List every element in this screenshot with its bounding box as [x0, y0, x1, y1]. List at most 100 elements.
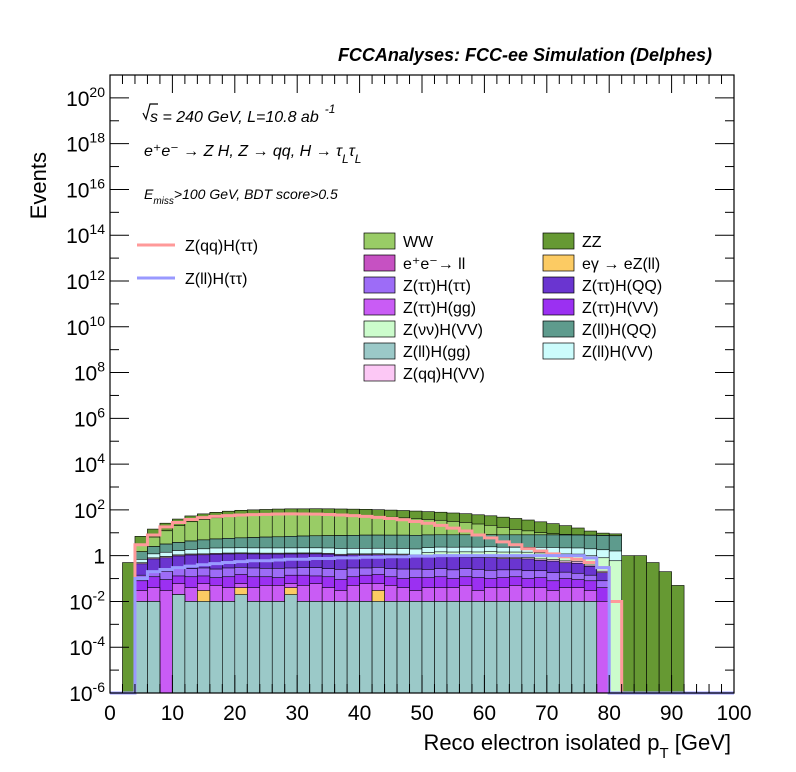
y-tick-label: 102	[74, 496, 105, 523]
legend-label: Z(qq)H(ττ)	[185, 238, 258, 255]
signal-lines	[110, 512, 734, 695]
x-tick-label: 10	[161, 702, 184, 725]
histogram-bar	[371, 601, 385, 694]
histogram-bar	[234, 594, 248, 694]
legend-label: Z(ll)H(gg)	[403, 344, 471, 361]
histogram-bar	[471, 601, 485, 694]
histogram-bar	[484, 601, 498, 694]
x-tick-label: 90	[660, 702, 683, 725]
histogram-bar	[658, 571, 672, 694]
histogram-bar	[509, 601, 523, 694]
histogram-bar	[583, 601, 598, 694]
x-tick-label: 20	[223, 702, 246, 725]
histogram-bar	[147, 601, 161, 694]
legend-swatch	[363, 320, 396, 338]
legend-label: Z(ττ)H(QQ)	[582, 278, 662, 295]
x-tick-label: 40	[348, 702, 371, 725]
legend-swatch	[542, 254, 575, 272]
legend-label: WW	[403, 234, 434, 251]
signal-line	[110, 512, 734, 695]
histogram-bar	[122, 562, 136, 694]
legend-label: Z(ττ)H(ττ)	[403, 278, 471, 295]
y-tick-label: 1010	[66, 313, 105, 340]
y-tick-label: 104	[74, 450, 105, 477]
y-tick-label: 1	[93, 546, 105, 569]
legend-label: Z(ττ)H(VV)	[582, 300, 659, 317]
y-tick-label: 10-2	[69, 587, 105, 614]
signal-line	[110, 554, 734, 695]
x-tick-label: 60	[473, 702, 496, 725]
histogram-bar	[646, 562, 660, 694]
histogram-bar	[608, 560, 622, 694]
histogram-bar	[184, 601, 198, 694]
y-tick-label: 108	[74, 359, 105, 386]
x-tick-label: 80	[598, 702, 621, 725]
histogram-bar	[671, 585, 685, 694]
x-axis-title: Reco electron isolated pT [GeV]	[423, 730, 731, 762]
histogram-bar	[172, 594, 186, 694]
y-tick-label: 1020	[66, 84, 105, 111]
y-tick-label: 1018	[66, 130, 105, 157]
annotation-selection: Emiss>100 GeV, BDT score>0.5	[144, 186, 338, 207]
histogram-bar	[359, 601, 373, 694]
histogram-bar	[521, 601, 535, 694]
legend-label: Z(qq)H(VV)	[403, 366, 485, 383]
histogram-bar	[446, 601, 460, 694]
histogram-bar	[421, 601, 435, 694]
x-axis: 0 10 20 30 40 50 60 70 80 90 100	[104, 75, 752, 725]
histogram-bar	[284, 594, 298, 694]
legend-swatch	[363, 298, 396, 316]
histogram-bar	[534, 601, 548, 694]
x-tick-label: 0	[104, 702, 116, 725]
y-axis: 10-6 10-4 10-2 1 102 104 106 108 1010 1012 1014 101…	[66, 74, 734, 706]
legend-swatch	[363, 276, 396, 294]
x-tick-label: 30	[286, 702, 309, 725]
histogram-bar	[134, 601, 148, 694]
legend-label: Z(ll)H(ττ)	[185, 271, 247, 288]
legend-swatch	[542, 342, 575, 360]
histogram-bar	[571, 601, 585, 694]
histogram-bar	[459, 601, 473, 694]
legend-swatch	[542, 276, 575, 294]
annotation-energy: s = 240 GeV, L=10.8 ab -1	[142, 102, 335, 126]
histogram-bar	[209, 601, 223, 694]
histogram-bar	[334, 601, 348, 694]
histogram-bar	[384, 601, 398, 694]
stack-series	[134, 594, 598, 694]
histogram-bar	[296, 601, 310, 694]
histogram-bar	[396, 601, 410, 694]
x-tick-label: 70	[535, 702, 558, 725]
histogram-bar	[633, 555, 647, 694]
y-tick-label: 1012	[66, 267, 105, 294]
figure-header: FCCAnalyses: FCC-ee Simulation (Delphes)	[338, 45, 712, 65]
legend-label: Z(νν)H(VV)	[403, 322, 483, 339]
y-tick-label: 10-6	[69, 679, 105, 706]
legend-swatch	[542, 298, 575, 316]
histogram-bar	[546, 601, 560, 694]
plot-area	[110, 508, 734, 695]
histogram-bar	[434, 601, 448, 694]
histogram-bar	[321, 601, 335, 694]
histogram-bar	[271, 601, 286, 694]
legend-swatch	[542, 320, 575, 338]
histogram-bar	[409, 601, 423, 694]
legend-swatch	[542, 232, 575, 250]
y-tick-label: 106	[74, 404, 105, 431]
histogram-bar	[309, 601, 323, 694]
histogram-bar	[558, 601, 573, 694]
legend-label: Z(ll)H(VV)	[582, 344, 653, 361]
legend-swatch	[363, 254, 396, 272]
y-axis-title: Events	[26, 152, 51, 219]
histogram-bar	[621, 555, 635, 694]
histogram-bar	[346, 601, 360, 694]
legend-label: Z(ll)H(QQ)	[582, 322, 657, 339]
stacked-histograms	[122, 508, 685, 694]
histogram-bar	[222, 601, 236, 694]
sqrt-icon	[142, 103, 158, 121]
histogram-bar	[246, 601, 261, 694]
legend-label: eγ → eZ(ll)	[582, 256, 660, 273]
legend-swatch	[363, 232, 396, 250]
legend-label: e⁺e⁻→ ll	[403, 256, 465, 273]
histogram-bar	[496, 601, 510, 694]
